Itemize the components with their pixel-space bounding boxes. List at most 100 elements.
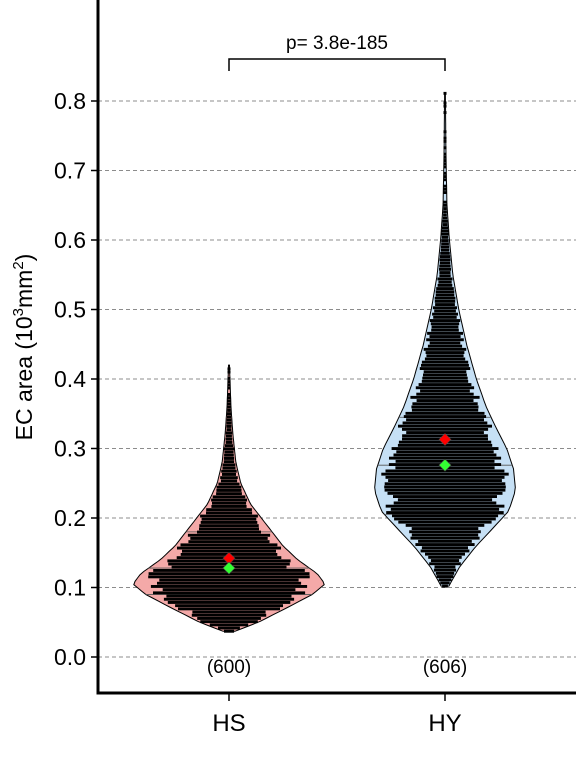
dot-row-hs xyxy=(199,527,259,531)
dot-row-hs xyxy=(224,447,235,451)
dot-row-hy xyxy=(402,421,488,425)
dot-row-hy xyxy=(433,315,457,319)
dot-row-hs xyxy=(216,485,242,489)
dot-row-hs xyxy=(206,511,253,515)
dot-row-hy xyxy=(402,427,489,431)
dot-row-hs xyxy=(175,604,283,608)
dot-row-hy xyxy=(443,175,447,178)
dot-row-hs xyxy=(218,626,240,630)
dot-row-hy xyxy=(430,559,460,562)
dot-row-hs xyxy=(211,505,247,508)
dot-row-hy xyxy=(432,306,457,310)
dot-row-hy xyxy=(431,325,459,329)
dot-row-hy xyxy=(406,418,484,422)
dot-row-hy xyxy=(419,367,471,370)
dot-row-hy xyxy=(418,539,472,543)
y-axis-label: EC area (103mm2) xyxy=(10,254,37,441)
dot-row-hs xyxy=(227,386,231,390)
dot-row-hs xyxy=(227,396,231,400)
dot-row-hs xyxy=(201,517,257,521)
dot-row-hy xyxy=(384,485,506,489)
dot-row-hs xyxy=(218,482,240,486)
dot-row-hs xyxy=(220,479,238,483)
dot-row-hs xyxy=(226,421,232,425)
dot-row-hy xyxy=(437,283,453,287)
dot-row-hs xyxy=(226,412,232,416)
dot-row-hs xyxy=(180,543,278,547)
dot-row-hs xyxy=(227,402,231,406)
dot-row-hy xyxy=(443,162,447,166)
x-tick-label-hy: HY xyxy=(428,710,461,737)
dot-row-hs xyxy=(163,597,295,601)
dot-row-hy xyxy=(438,578,452,582)
x-tick-label-hs: HS xyxy=(212,710,245,737)
dot-row-hy xyxy=(435,290,455,294)
dot-row-hs xyxy=(200,514,258,518)
dot-row-hy xyxy=(410,395,480,399)
dot-row-hs xyxy=(157,581,302,585)
dot-row-hy xyxy=(437,277,453,281)
dot-row-hy xyxy=(381,472,509,476)
dot-row-hy xyxy=(435,293,455,297)
dot-row-hy xyxy=(429,341,461,345)
significance-annotation: p= 3.8e-185 xyxy=(228,33,446,71)
dot-row-hy xyxy=(423,373,467,377)
dot-row-hy xyxy=(443,111,447,114)
dot-row-hy xyxy=(385,475,505,479)
dot-row-hs xyxy=(227,380,231,384)
dot-row-hy xyxy=(390,507,500,511)
dot-row-hs xyxy=(224,453,234,457)
dot-row-hy xyxy=(384,488,506,492)
dot-row-hy xyxy=(393,501,497,505)
dot-row-hy xyxy=(443,101,447,105)
dot-row-hy xyxy=(434,296,456,300)
y-axis-label-group: EC area (103mm2) xyxy=(10,254,37,441)
dot-row-hs xyxy=(200,521,258,524)
dot-row-hy xyxy=(443,146,447,150)
dot-row-hy xyxy=(441,239,449,242)
dot-row-hy xyxy=(384,482,506,486)
dot-row-hy xyxy=(441,242,449,246)
dot-row-hy xyxy=(385,504,505,508)
dot-row-hy xyxy=(441,235,449,239)
dot-row-hy xyxy=(411,405,479,409)
dot-row-hy xyxy=(435,571,455,575)
dot-row-hy xyxy=(433,568,457,572)
dot-row-hy xyxy=(442,219,448,223)
dot-row-hs xyxy=(162,588,296,592)
dot-row-hy xyxy=(443,191,447,194)
dot-row-hy xyxy=(441,229,449,233)
dot-row-hs xyxy=(212,501,247,505)
y-axis-label-unit: mm xyxy=(11,270,37,308)
dot-row-hy xyxy=(443,159,447,162)
dot-row-hy xyxy=(439,271,451,274)
dot-row-hy xyxy=(425,552,465,556)
y-axis-label-exponent-2: 2 xyxy=(10,261,27,269)
y-axis-label-base: EC area (10 xyxy=(11,316,37,440)
dot-row-hy xyxy=(423,347,467,351)
dot-row-hy xyxy=(387,491,503,495)
dot-row-hs xyxy=(223,460,235,464)
dot-row-hy xyxy=(443,200,447,204)
x-tick-labels: HS HY xyxy=(212,693,462,737)
dot-row-hy xyxy=(426,338,464,342)
dot-row-hs xyxy=(226,428,232,432)
dot-row-hs xyxy=(200,620,258,624)
dot-row-hs xyxy=(227,367,231,371)
dot-row-hs xyxy=(227,377,231,380)
dot-row-hy xyxy=(443,152,447,156)
dot-row-hs xyxy=(216,489,242,492)
dot-row-hy xyxy=(434,299,456,303)
dot-row-hs xyxy=(226,434,232,438)
dot-row-hs xyxy=(227,370,231,374)
dot-row-hy xyxy=(436,287,454,290)
dot-row-hs xyxy=(227,393,231,396)
dot-row-hs xyxy=(227,405,231,409)
dot-row-hy xyxy=(442,584,448,588)
y-tick-label-5: 0.5 xyxy=(54,297,86,323)
dot-row-hy xyxy=(392,514,499,518)
dot-row-hs xyxy=(192,610,266,614)
dot-row-hy xyxy=(388,479,502,482)
dot-row-hs xyxy=(211,498,247,502)
dot-row-hy xyxy=(409,530,481,534)
